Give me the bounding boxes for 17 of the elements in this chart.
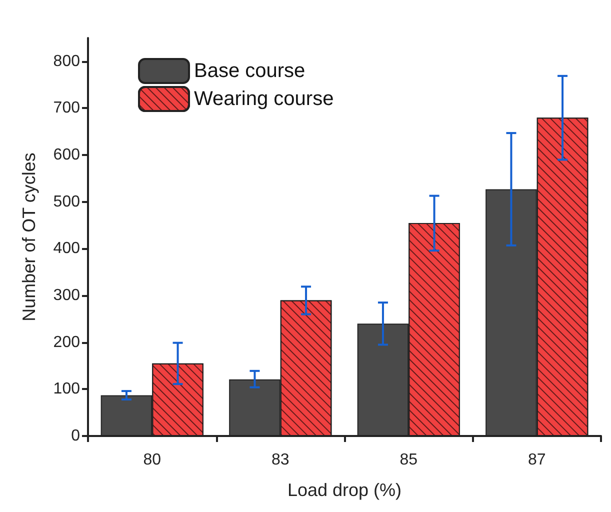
x-tick-label: 87 <box>528 452 546 468</box>
x-tick-label: 80 <box>143 452 162 468</box>
y-axis-title: Number of OT cycles <box>19 152 39 322</box>
legend-label: Base course <box>194 60 306 82</box>
y-tick-label: 200 <box>53 334 80 351</box>
y-tick-label: 100 <box>53 380 80 398</box>
y-tick-label: 500 <box>53 193 80 210</box>
y-tick-label: 0 <box>71 428 80 444</box>
x-axis-title: Load drop (%) <box>287 480 402 500</box>
y-tick-label: 700 <box>53 100 80 117</box>
x-tick-label: 85 <box>400 452 418 468</box>
y-tick-label: 600 <box>53 146 80 164</box>
y-tick-label: 400 <box>53 240 80 258</box>
x-tick-label: 83 <box>271 452 290 468</box>
y-tick-label: 800 <box>53 52 80 70</box>
y-tick-label: 300 <box>53 287 80 304</box>
legend-label: Wearing course <box>194 88 334 110</box>
